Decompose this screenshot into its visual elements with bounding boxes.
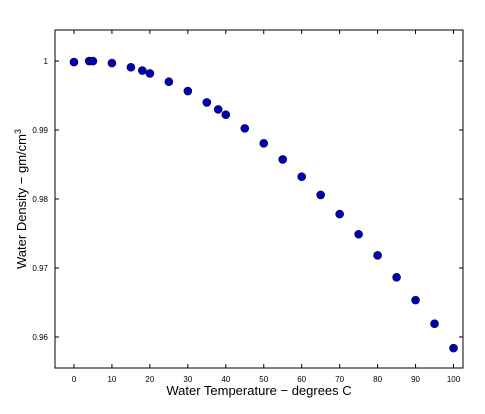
data-point [145, 69, 155, 78]
data-point [373, 251, 382, 260]
data-point [430, 319, 439, 329]
x-tick-label: 60 [297, 375, 306, 384]
data-points [69, 56, 458, 353]
data-point [183, 86, 193, 96]
data-point [126, 62, 136, 72]
x-tick-label: 50 [259, 375, 268, 384]
y-axis-label-superscript: 3 [13, 129, 23, 134]
x-tick-label: 40 [221, 375, 230, 384]
x-tick-label: 0 [72, 375, 77, 384]
x-tick-label: 30 [183, 375, 192, 384]
y-axis-label: Water Density − gm/cm3 [13, 129, 29, 269]
x-tick-label: 80 [373, 375, 382, 384]
x-tick-label: 70 [335, 375, 344, 384]
x-tick-label: 100 [447, 375, 461, 384]
data-point [88, 56, 98, 66]
y-tick-label: 1 [44, 57, 49, 66]
data-point [240, 124, 250, 133]
y-tick-label: 0.96 [32, 333, 48, 342]
data-point [137, 66, 147, 75]
y-tick-label: 0.98 [32, 195, 48, 204]
data-point [107, 58, 117, 68]
data-point [297, 172, 306, 181]
data-point [411, 295, 420, 305]
data-point [354, 229, 363, 239]
data-point [449, 343, 458, 353]
data-point [202, 98, 212, 107]
y-tick-label: 0.99 [32, 126, 48, 135]
x-tick-label: 20 [145, 375, 154, 384]
data-point [69, 57, 79, 67]
tick-labels: 0 10 20 30 40 50 60 70 80 90 100 0.96 0.97 0.98 0.99 1 [32, 57, 460, 384]
y-tick-label: 0.97 [32, 264, 48, 273]
data-point [335, 209, 344, 219]
data-point [316, 190, 325, 200]
x-axis-label: Water Temperature − degrees C [166, 383, 351, 398]
data-point [392, 272, 401, 282]
plot-frame [54, 29, 464, 369]
y-axis-label-main: Water Density − gm/cm [14, 134, 29, 269]
data-point [164, 77, 174, 87]
data-point [221, 110, 231, 120]
x-tick-label: 10 [107, 375, 116, 384]
data-point [213, 105, 223, 114]
x-tick-label: 90 [411, 375, 420, 384]
data-point [259, 139, 269, 148]
data-point [278, 155, 288, 164]
axis-ticks [55, 30, 463, 368]
